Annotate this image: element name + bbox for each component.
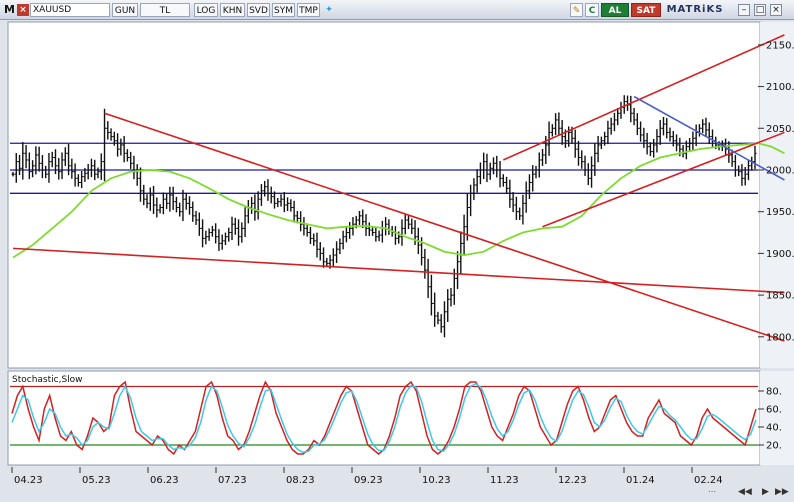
scroll-left-icon[interactable]: ◀◀ — [738, 487, 752, 497]
price-tick-label: 1950. — [766, 207, 794, 218]
drag-handle-icon[interactable]: ⋯ — [708, 487, 716, 496]
time-tick-label: 07.23 — [218, 475, 247, 486]
trend-line — [542, 131, 785, 228]
price-panel — [7, 21, 761, 369]
sym-button[interactable]: SYM — [272, 3, 295, 17]
stochastic-tick-label: 40. — [766, 423, 782, 434]
trend-line — [12, 247, 785, 294]
tmp-button[interactable]: TMP — [297, 3, 320, 17]
period-day-button[interactable]: GUN — [112, 3, 138, 17]
time-tick-label: 10.23 — [422, 475, 451, 486]
time-tick-label: 04.23 — [14, 475, 43, 486]
stochastic-tick-label: 20. — [766, 441, 782, 452]
time-tick-label: 02.24 — [694, 475, 723, 486]
toolbar: M × XAUUSD GUN TL LOG KHN SVD SYM TMP ✦ … — [0, 0, 794, 20]
price-axis — [760, 22, 794, 368]
time-tick-label: 09.23 — [354, 475, 383, 486]
chart-area[interactable]: 1800. 1850. 1900. 1950. 2000. 2050. 2100. 2150.… — [0, 20, 794, 502]
time-tick-label: 11.23 — [490, 475, 519, 486]
price-tick-label: 2000. — [766, 165, 794, 176]
price-tick-label: 1850. — [766, 291, 794, 302]
trend-line — [633, 95, 785, 181]
price-tick-label: 2150. — [766, 40, 794, 51]
time-tick-label: 01.24 — [626, 475, 655, 486]
sell-button[interactable]: SAT — [631, 3, 661, 17]
edit-icon[interactable]: ✎ — [570, 3, 583, 17]
close-window-icon[interactable]: × — [770, 4, 782, 16]
price-tick-label: 1800. — [766, 332, 794, 343]
c-button[interactable]: C — [585, 3, 599, 17]
stochastic-tick-label: 60. — [766, 405, 782, 416]
time-axis — [0, 467, 794, 502]
stochastic-series-line — [11, 382, 757, 453]
price-tick-label: 2100. — [766, 82, 794, 93]
stochastic-axis — [760, 371, 794, 465]
time-tick-label: 06.23 — [150, 475, 179, 486]
time-tick-label: 08.23 — [286, 475, 315, 486]
maximize-icon[interactable]: □ — [754, 4, 766, 16]
price-tick-label: 2050. — [766, 124, 794, 135]
scroll-controls[interactable]: ⋯ ◀◀ ▶ ▶▶ — [708, 487, 789, 497]
symbol-input[interactable]: XAUUSD — [30, 3, 110, 17]
scroll-right-icon[interactable]: ▶ — [762, 487, 769, 497]
brand-label: MATRiKS — [666, 4, 724, 15]
time-tick-label: 05.23 — [82, 475, 111, 486]
buy-button[interactable]: AL — [601, 3, 629, 17]
trend-line — [104, 112, 785, 342]
scroll-end-icon[interactable]: ▶▶ — [775, 487, 789, 497]
time-tick-label: 12.23 — [558, 475, 587, 486]
svd-button[interactable]: SVD — [247, 3, 270, 17]
minimize-icon[interactable]: – — [738, 4, 750, 16]
moving-average-line — [12, 142, 785, 259]
khn-button[interactable]: KHN — [220, 3, 245, 17]
twitter-icon[interactable]: ✦ — [325, 5, 333, 15]
stochastic-tick-label: 80. — [766, 387, 782, 398]
log-scale-button[interactable]: LOG — [194, 3, 218, 17]
price-tick-label: 1900. — [766, 249, 794, 260]
currency-tl-button[interactable]: TL — [140, 3, 190, 17]
trend-line — [502, 34, 785, 161]
close-symbol-icon[interactable]: × — [17, 4, 29, 16]
app-logo: M — [4, 3, 15, 16]
indicator-title: Stochastic,Slow — [12, 375, 83, 385]
